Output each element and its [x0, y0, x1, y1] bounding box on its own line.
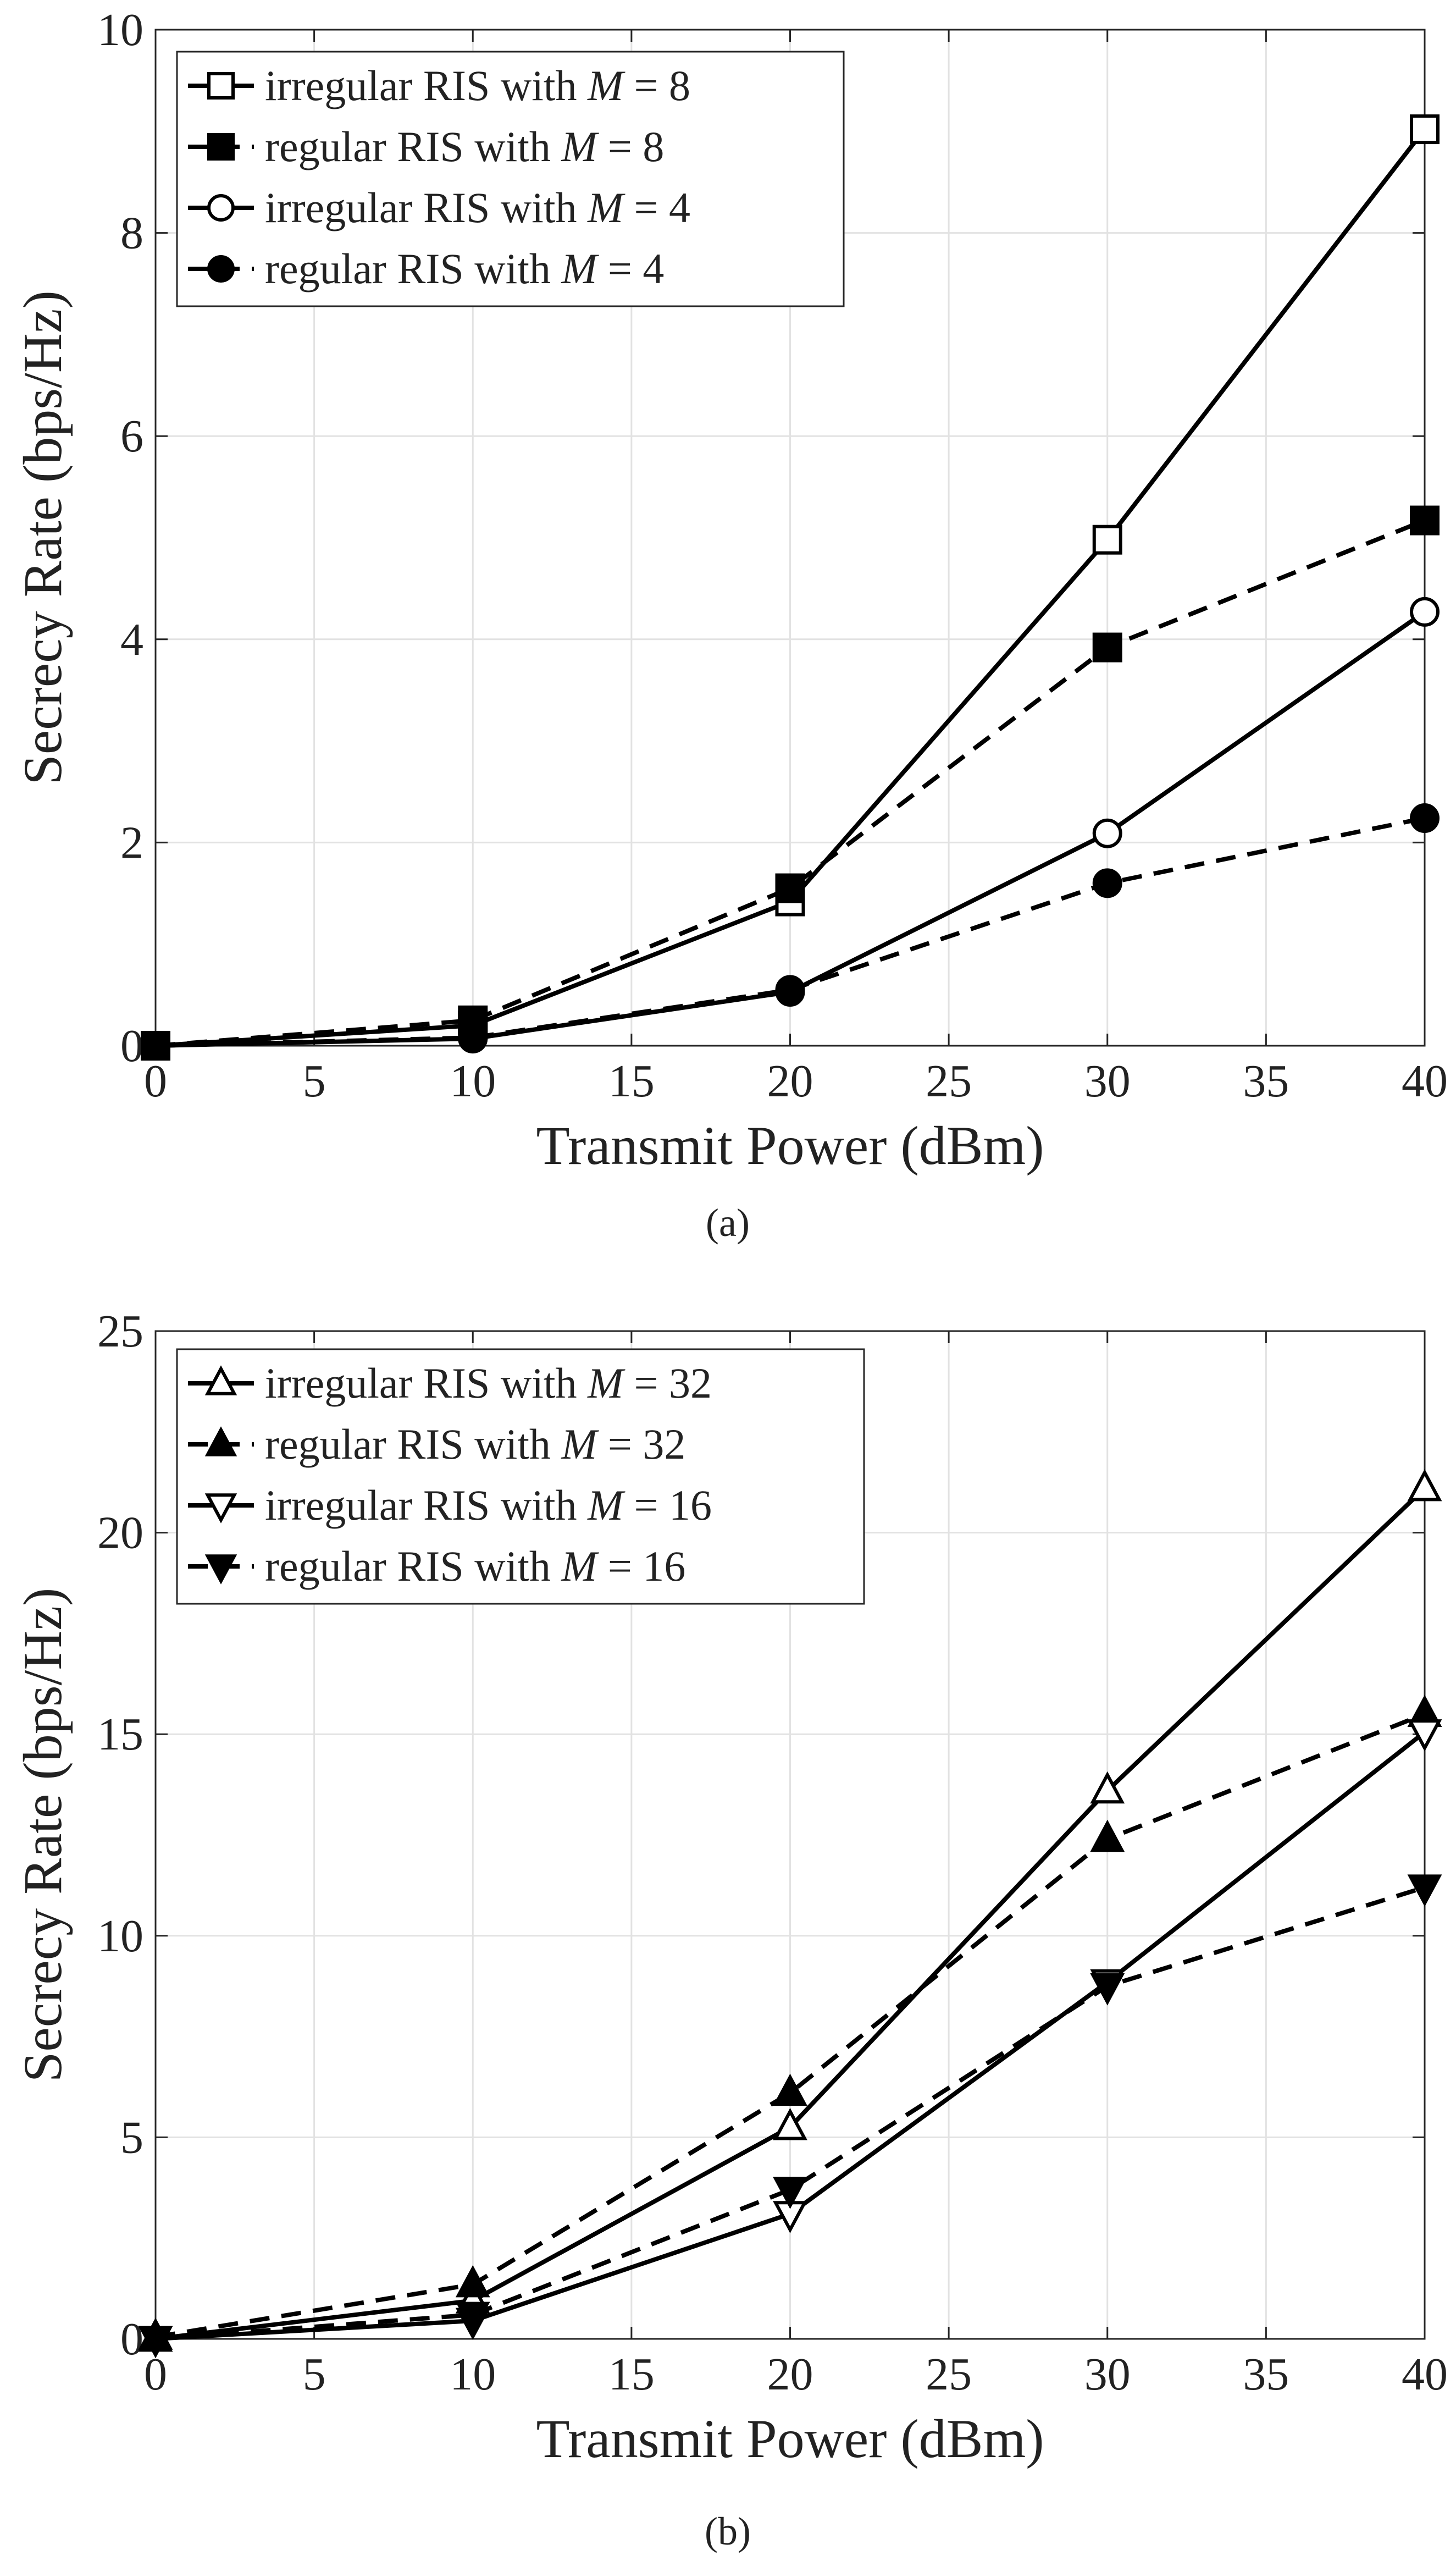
chart-b-ytick-label-4: 20 — [97, 1508, 143, 1559]
chart-b-series-3-point-2 — [773, 2177, 807, 2209]
chart-b-xtick-label-3: 15 — [608, 2349, 655, 2400]
chart-a-legend-box — [176, 51, 845, 307]
chart-b-legend-marker-3 — [204, 1554, 237, 1585]
chart-b-xlabel: Transmit Power (dBm) — [536, 2408, 1044, 2469]
chart-b-ytick-label-3: 15 — [97, 1709, 143, 1760]
chart-b-ytick-label-1: 5 — [120, 2112, 143, 2163]
chart-b-series-1-point-1 — [455, 2265, 490, 2298]
chart-a-series-0-point-4 — [1410, 114, 1440, 145]
chart-b-series-1-point-3 — [1090, 1819, 1125, 1852]
chart-b-xtick-label-4: 20 — [767, 2349, 813, 2400]
chart-b-xtick-label-6: 30 — [1084, 2349, 1131, 2400]
chart-b-series-0-point-2 — [773, 2107, 807, 2140]
chart-b-series-0-point-4 — [1407, 1469, 1442, 1502]
chart-a-xtick-label-6: 30 — [1084, 1056, 1131, 1107]
chart-b-series-2-point-4 — [1407, 1719, 1442, 1752]
chart-b-ytick-label-5: 25 — [97, 1306, 143, 1357]
chart-a-xtick-label-7: 35 — [1243, 1056, 1289, 1107]
chart-a-ylabel: Secrecy Rate (bps/Hz) — [12, 290, 73, 785]
chart-a-xtick-label-0: 0 — [144, 1056, 167, 1107]
chart-a-ytick-label-5: 10 — [97, 4, 143, 56]
chart-a-xtick-label-1: 5 — [303, 1056, 326, 1107]
chart-b-series-3 — [138, 1874, 1442, 2359]
chart-a-ytick-label-2: 4 — [120, 614, 143, 665]
chart-b-xtick-label-8: 40 — [1402, 2349, 1448, 2400]
chart-a-series-1-point-4 — [1410, 505, 1440, 536]
chart-b-legend-label-2: irregular RIS with M = 16 — [265, 1481, 712, 1529]
chart-b-legend-marker-0 — [204, 1365, 237, 1395]
chart-b-legend: irregular RIS with M = 32 regular RIS wit… — [176, 1348, 865, 1605]
chart-a-legend-marker-0 — [207, 72, 235, 100]
chart-b-series-3-point-4 — [1407, 1874, 1442, 1907]
chart-a-series-3-point-2 — [775, 975, 805, 1005]
chart-a-legend-marker-2 — [207, 194, 235, 222]
chart-b-series-3-point-0 — [138, 2326, 173, 2359]
caption-b: (b) — [705, 2509, 751, 2553]
chart-b-legend-marker-1 — [204, 1426, 237, 1456]
chart-a-series-3-point-1 — [458, 1023, 488, 1053]
chart-a-series-2-point-4 — [1410, 597, 1440, 627]
chart-b-xtick-label-7: 35 — [1243, 2349, 1289, 2400]
chart-a-series-1-point-3 — [1092, 632, 1122, 663]
chart-a-ytick-label-3: 6 — [120, 411, 143, 462]
caption-a: (a) — [706, 1201, 750, 1245]
chart-a-xtick-label-3: 15 — [608, 1056, 655, 1107]
chart-a-series-1-point-2 — [775, 873, 805, 903]
chart-a-legend-label-2: irregular RIS with M = 4 — [265, 184, 690, 231]
chart-a-ytick-label-0: 0 — [120, 1020, 143, 1072]
chart-b-legend-label-3: regular RIS with M = 16 — [265, 1542, 685, 1590]
chart-b-xtick-label-2: 10 — [450, 2349, 496, 2400]
chart-b-series-1-point-2 — [773, 2073, 807, 2106]
chart-a-legend-label-3: regular RIS with M = 4 — [265, 245, 664, 292]
chart-a: 0 5 10 15 20 25 30 35 40 0 2 4 6 8 10 Transmit Power (d… — [12, 4, 1448, 1176]
chart-b-legend-label-1: regular RIS with M = 32 — [265, 1420, 685, 1468]
chart-a-series-3-point-3 — [1092, 868, 1122, 898]
chart-b-legend-label-0: irregular RIS with M = 32 — [265, 1359, 712, 1407]
chart-a-legend-label-1: regular RIS with M = 8 — [265, 123, 664, 170]
chart-a-xtick-label-5: 25 — [926, 1056, 972, 1107]
chart-b-legend-box — [176, 1348, 865, 1605]
chart-a-series-0-point-3 — [1092, 525, 1122, 555]
chart-b-ytick-label-2: 10 — [97, 1911, 143, 1962]
chart-a-xtick-label-8: 40 — [1402, 1056, 1448, 1107]
chart-b-xtick-label-1: 5 — [303, 2349, 326, 2400]
chart-a-ytick-label-1: 2 — [120, 817, 143, 868]
chart-a-legend: irregular RIS with M = 8 regular RIS with… — [176, 51, 845, 307]
chart-b-series-3-point-1 — [455, 2301, 490, 2334]
chart-a-series-2-point-3 — [1092, 818, 1122, 848]
chart-a-legend-label-0: irregular RIS with M = 8 — [265, 62, 690, 109]
chart-a-ytick-label-4: 8 — [120, 208, 143, 259]
chart-b-xtick-label-5: 25 — [926, 2349, 972, 2400]
chart-a-xtick-label-4: 20 — [767, 1056, 813, 1107]
chart-b-series-3-point-3 — [1090, 1973, 1125, 2006]
chart-a-series-3 — [141, 803, 1440, 1061]
chart-b-series-1-line — [155, 1712, 1426, 2339]
chart-a-legend-marker-1 — [207, 133, 235, 161]
chart-a-series-3-point-0 — [141, 1031, 170, 1061]
chart-a-xlabel: Transmit Power (dBm) — [536, 1115, 1044, 1176]
chart-b-legend-marker-2 — [204, 1493, 237, 1524]
chart-b-ylabel: Secrecy Rate (bps/Hz) — [12, 1588, 73, 2083]
chart-a-legend-marker-3 — [207, 255, 235, 283]
chart-a-xtick-label-2: 10 — [450, 1056, 496, 1107]
chart-a-series-3-point-4 — [1410, 803, 1440, 834]
chart-b-ytick-label-0: 0 — [120, 2314, 143, 2365]
chart-b-series-0-point-3 — [1090, 1771, 1125, 1804]
